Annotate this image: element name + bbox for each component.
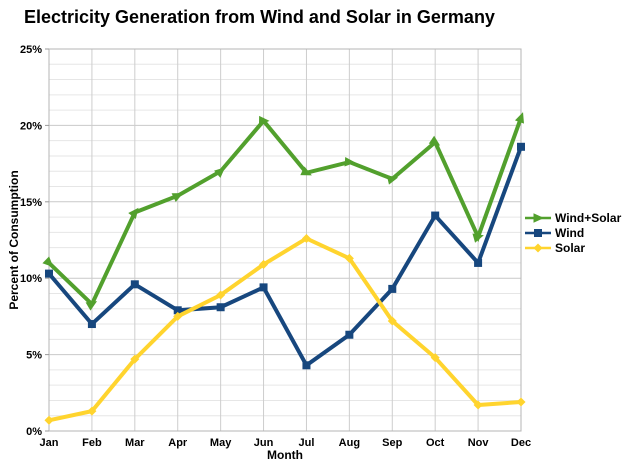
- y-axis-tick-label: 10%: [20, 273, 42, 285]
- y-axis-tick-label: 20%: [20, 120, 42, 132]
- x-axis-title: Month: [267, 448, 303, 462]
- y-axis-tick-label: 0%: [26, 426, 42, 438]
- x-axis-tick-label: Dec: [511, 437, 531, 449]
- x-axis-tick-label: Jun: [254, 437, 274, 449]
- x-axis-tick-label: Nov: [468, 437, 490, 449]
- y-axis-title: Percent of Consumption: [7, 170, 21, 310]
- wind-solar-series-icon: [525, 212, 551, 224]
- x-axis-tick-label: Sep: [382, 437, 402, 449]
- x-axis-tick-label: Jul: [299, 437, 315, 449]
- y-axis-tick-label: 15%: [20, 197, 42, 209]
- x-axis-tick-label: Apr: [168, 437, 188, 449]
- legend-item-wind-solar: Wind+Solar: [525, 210, 621, 225]
- wind-solar-series: [42, 112, 524, 311]
- legend: Wind+Solar Wind Solar: [525, 210, 621, 255]
- wind-series: [45, 142, 525, 370]
- legend-label: Solar: [555, 240, 586, 255]
- legend-item-solar: Solar: [525, 240, 621, 255]
- chart-title: Electricity Generation from Wind and Sol…: [24, 7, 495, 27]
- x-axis-tick-label: Mar: [125, 437, 145, 449]
- x-axis-tick-label: May: [210, 437, 232, 449]
- legend-label: Wind: [555, 225, 585, 240]
- x-axis-tick-label: Feb: [82, 437, 102, 449]
- x-axis-tick-label: Oct: [426, 437, 445, 449]
- legend-item-wind: Wind: [525, 225, 621, 240]
- y-axis-tick-label: 25%: [20, 44, 42, 56]
- wind-series-icon: [525, 227, 551, 239]
- legend-label: Wind+Solar: [555, 210, 622, 225]
- y-axis-tick-label: 5%: [26, 350, 42, 362]
- x-axis-tick-label: Aug: [339, 437, 360, 449]
- solar-series-icon: [525, 242, 551, 254]
- x-axis-tick-label: Jan: [40, 437, 59, 449]
